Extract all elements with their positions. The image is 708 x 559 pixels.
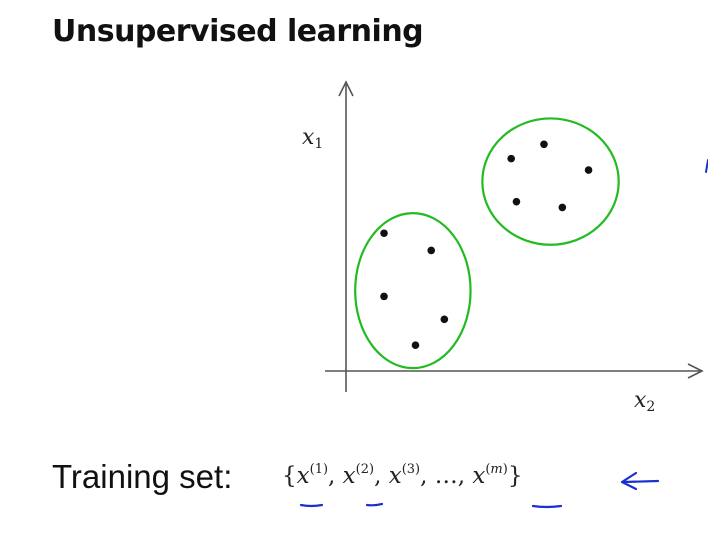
data-point: [440, 315, 449, 324]
left-arrow-icon: [620, 471, 660, 491]
data-points: [380, 140, 593, 349]
x-axis-label: x2: [634, 388, 656, 415]
formula-sup-1: (1): [309, 462, 329, 477]
axes: [325, 80, 704, 392]
cluster-outline-lower-left: [354, 212, 472, 370]
y-axis-arrowhead: [338, 80, 354, 97]
underline-xm: [531, 504, 563, 509]
formula-var-1: x: [296, 463, 310, 489]
close-brace: }: [507, 463, 523, 489]
open-brace: {: [282, 463, 297, 489]
data-point: [558, 203, 567, 212]
formula-var-2: x: [342, 463, 356, 489]
training-set-label: Training set:: [52, 458, 233, 495]
formula-sep-4: ,: [457, 463, 466, 489]
formula-var-3: x: [388, 463, 402, 489]
formula-sup-m: (m): [485, 462, 508, 477]
underline-x2: [365, 502, 384, 507]
cluster-outline-upper-right: [481, 117, 620, 246]
slide-title: Unsupervised learning: [52, 14, 424, 49]
data-point: [512, 197, 521, 206]
annotations: [299, 159, 708, 509]
formula-sep-1: ,: [328, 463, 336, 489]
formula-ellipsis: …: [434, 463, 458, 489]
data-point: [380, 292, 388, 301]
formula-sup-2: (2): [355, 462, 375, 477]
underline-x1: [299, 503, 324, 508]
formula-sup-3: (3): [401, 462, 421, 477]
formula-sep-3: ,: [420, 463, 428, 489]
data-point: [380, 229, 388, 238]
data-point: [427, 246, 436, 255]
training-set-formula: {x(1), x(2), x(3), …, x(m)}: [282, 462, 522, 489]
data-point: [584, 166, 593, 174]
cluster-outlines: [354, 117, 620, 370]
data-point: [507, 154, 515, 163]
y-axis-label: x1: [302, 125, 324, 152]
data-point: [540, 140, 548, 149]
formula-var-m: x: [472, 463, 486, 489]
formula-sep-2: ,: [374, 463, 382, 489]
x-axis-arrowhead: [687, 363, 704, 379]
data-point: [411, 341, 420, 349]
